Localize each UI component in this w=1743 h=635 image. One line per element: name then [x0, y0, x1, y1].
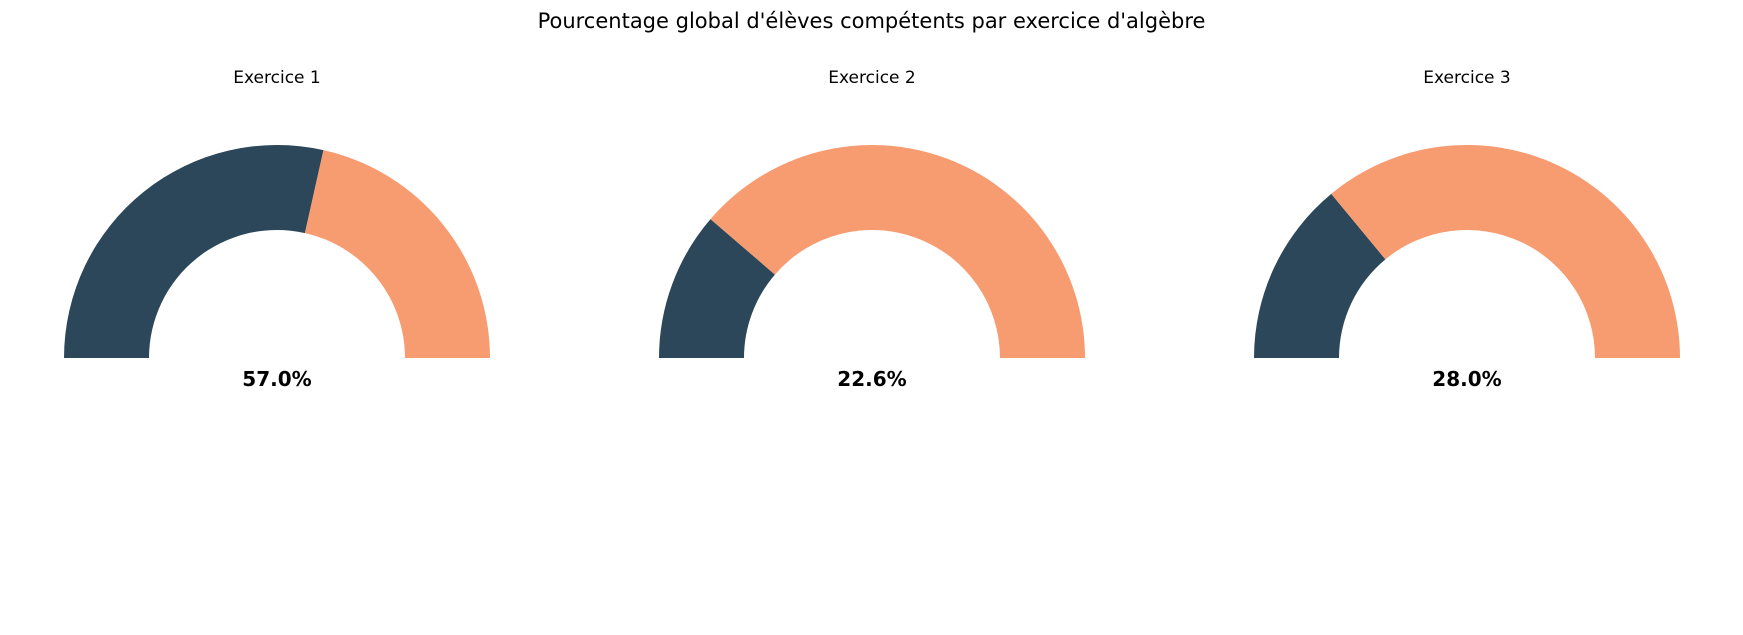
gauge-competent-segment	[1254, 193, 1386, 358]
figure-title: Pourcentage global d'élèves compétents p…	[538, 9, 1206, 33]
gauge-remaining-segment	[710, 145, 1085, 358]
gauge-3: Exercice 3 28.0%	[1254, 68, 1680, 391]
gauge-competent-segment	[659, 219, 775, 358]
gauges-group: Exercice 1 57.0% Exercice 2 22.6% Exercice 3…	[64, 68, 1680, 391]
gauge-title: Exercice 2	[828, 68, 915, 88]
gauge-1: Exercice 1 57.0%	[64, 68, 490, 391]
gauge-remaining-segment	[304, 150, 490, 358]
gauge-title: Exercice 3	[1423, 68, 1510, 88]
gauge-value-label: 22.6%	[837, 367, 906, 391]
gauge-remaining-segment	[1331, 145, 1680, 358]
gauge-value-label: 57.0%	[242, 367, 311, 391]
gauge-competent-segment	[64, 144, 324, 358]
gauge-2: Exercice 2 22.6%	[659, 68, 1085, 391]
gauge-title: Exercice 1	[233, 68, 320, 88]
gauge-value-label: 28.0%	[1432, 367, 1501, 391]
